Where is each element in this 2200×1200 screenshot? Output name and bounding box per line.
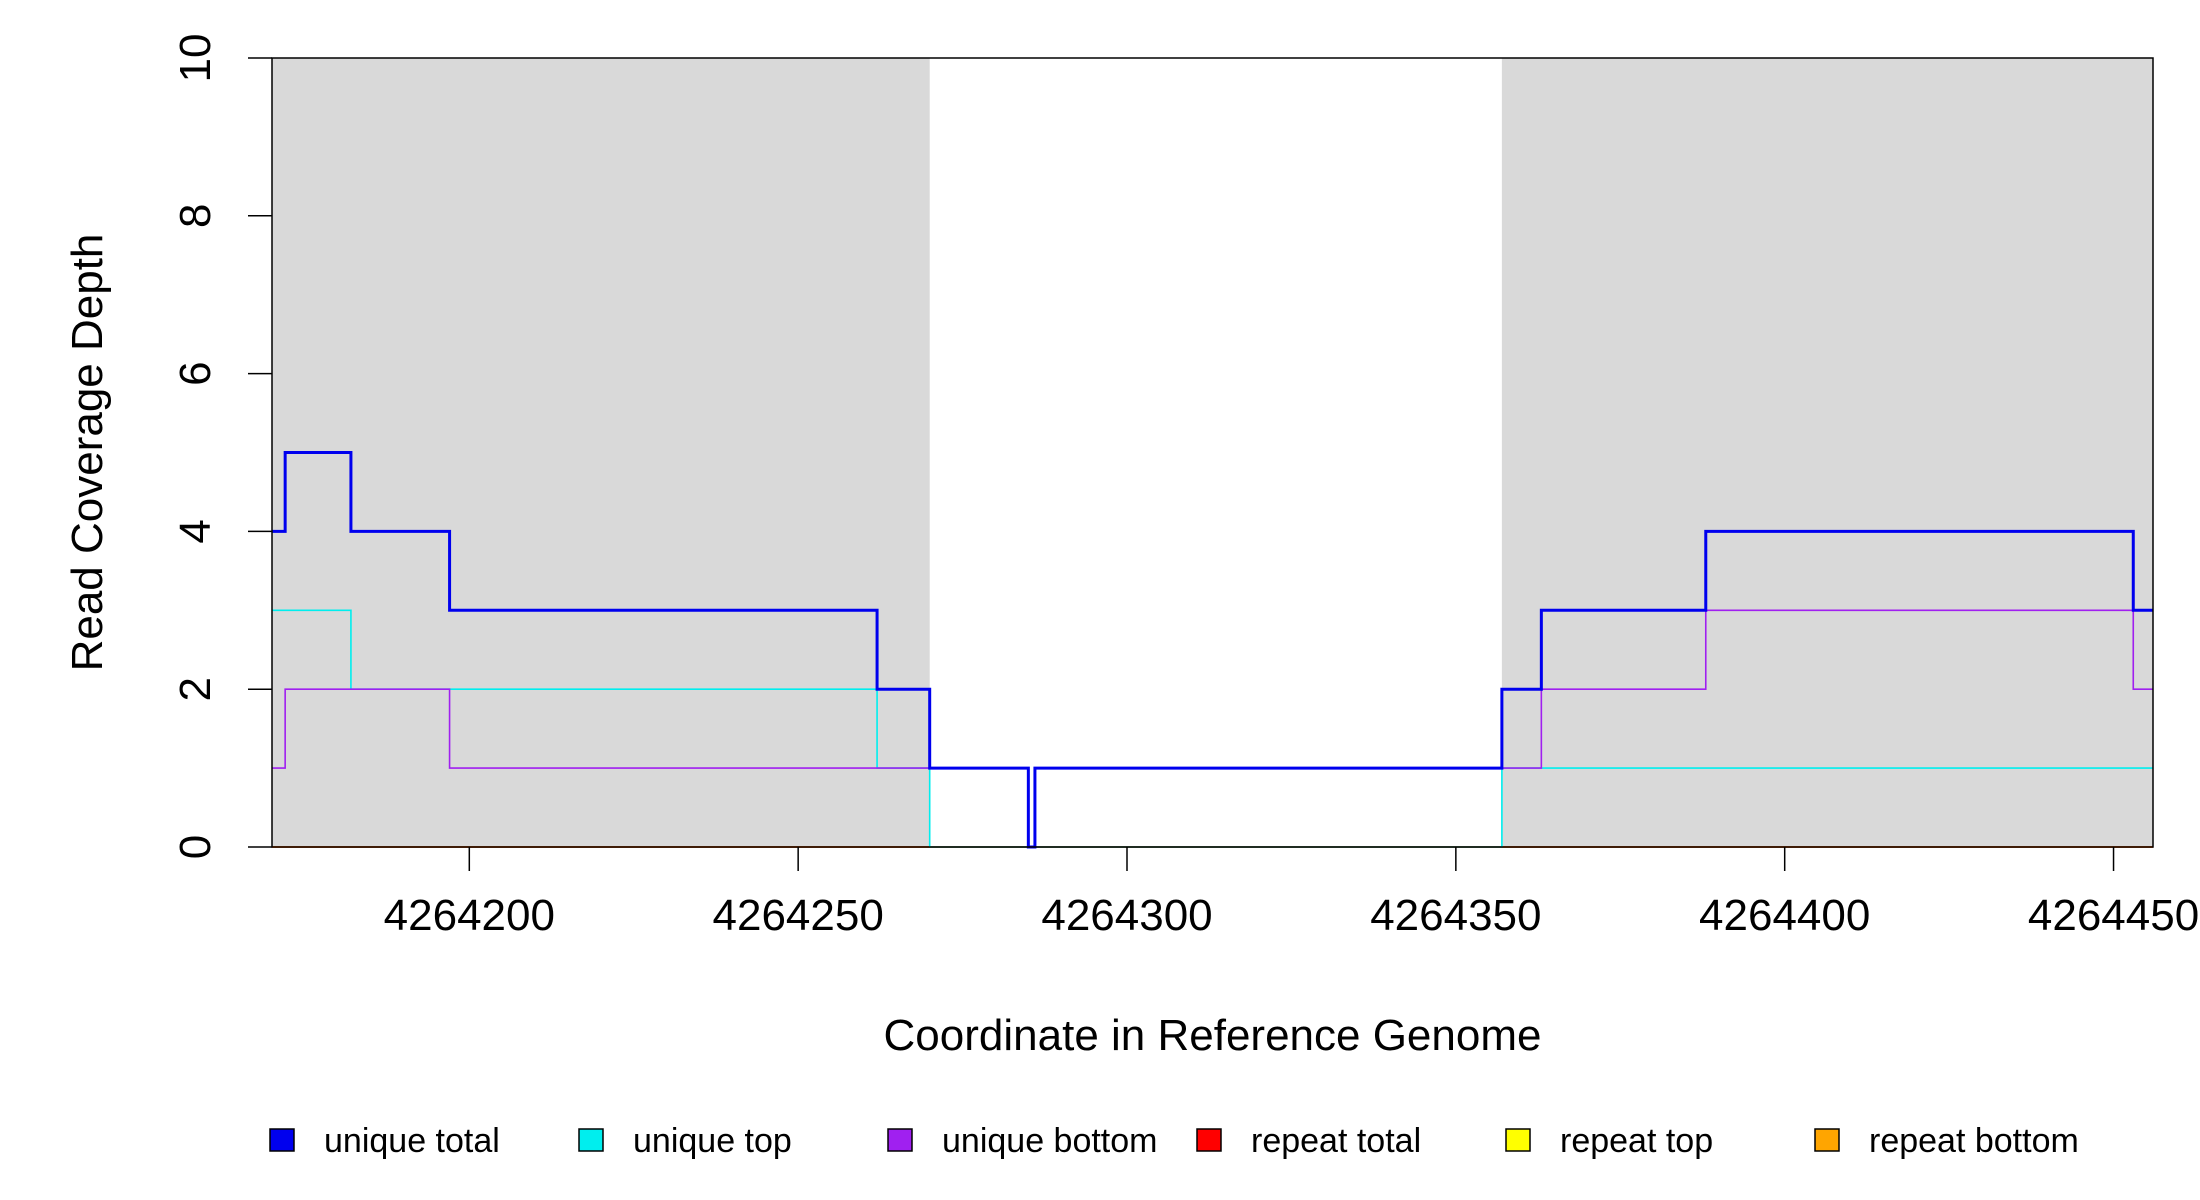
legend-label-repeat-bottom: repeat bottom bbox=[1869, 1122, 2079, 1160]
x-tick-label-2: 4264250 bbox=[713, 891, 884, 940]
shaded-regions bbox=[272, 58, 2153, 847]
y-tick-label-1: 0 bbox=[171, 835, 220, 859]
y-tick-label-2: 2 bbox=[171, 677, 220, 701]
shaded-region-1 bbox=[272, 58, 930, 847]
x-tick-label-3: 4264300 bbox=[1041, 891, 1212, 940]
legend-label-repeat-top: repeat top bbox=[1560, 1122, 1713, 1160]
series-line-unique-total bbox=[272, 451, 2153, 849]
y-tick-label-5: 8 bbox=[171, 204, 220, 228]
y-tick-label-4: 6 bbox=[171, 361, 220, 385]
x-tick-label-1: 4264200 bbox=[384, 891, 555, 940]
legend-swatch-repeat-top bbox=[1505, 1128, 1531, 1152]
y-tick-label-3: 4 bbox=[171, 519, 220, 543]
y-axis: 0 2 4 6 8 10 bbox=[171, 34, 272, 859]
legend-swatch-unique-total bbox=[269, 1128, 295, 1152]
y-tick-label-6: 10 bbox=[171, 34, 220, 83]
legend-swatch-repeat-bottom bbox=[1814, 1128, 1840, 1152]
legend-swatch-unique-top bbox=[578, 1128, 604, 1152]
legend-item-repeat-bottom: repeat bottom bbox=[1814, 1122, 2079, 1160]
shaded-region-2 bbox=[1501, 58, 2153, 847]
legend-label-unique-top: unique top bbox=[633, 1122, 792, 1160]
x-tick-label-6: 4264450 bbox=[2028, 891, 2199, 940]
legend-swatch-unique-bottom bbox=[887, 1128, 913, 1152]
x-tick-label-4: 4264350 bbox=[1370, 891, 1541, 940]
legend-item-repeat-top: repeat top bbox=[1505, 1122, 1713, 1160]
legend: unique total unique top unique bottom repea… bbox=[269, 1122, 2079, 1160]
x-tick-label-5: 4264400 bbox=[1699, 891, 1870, 940]
legend-item-unique-total: unique total bbox=[269, 1122, 500, 1160]
legend-item-unique-top: unique top bbox=[578, 1122, 792, 1160]
y-axis-title: Read Coverage Depth bbox=[63, 234, 112, 672]
legend-label-repeat-total: repeat total bbox=[1251, 1122, 1421, 1160]
x-axis-title: Coordinate in Reference Genome bbox=[884, 1011, 1542, 1060]
x-axis: 4264200 4264250 4264300 4264350 4264400 42644… bbox=[384, 847, 2199, 940]
legend-item-unique-bottom: unique bottom bbox=[887, 1122, 1158, 1160]
legend-item-repeat-total: repeat total bbox=[1196, 1122, 1421, 1160]
legend-swatch-repeat-total bbox=[1196, 1128, 1222, 1152]
plot-frame bbox=[271, 57, 2154, 848]
legend-label-unique-bottom: unique bottom bbox=[942, 1122, 1158, 1160]
legend-label-unique-total: unique total bbox=[324, 1122, 500, 1160]
